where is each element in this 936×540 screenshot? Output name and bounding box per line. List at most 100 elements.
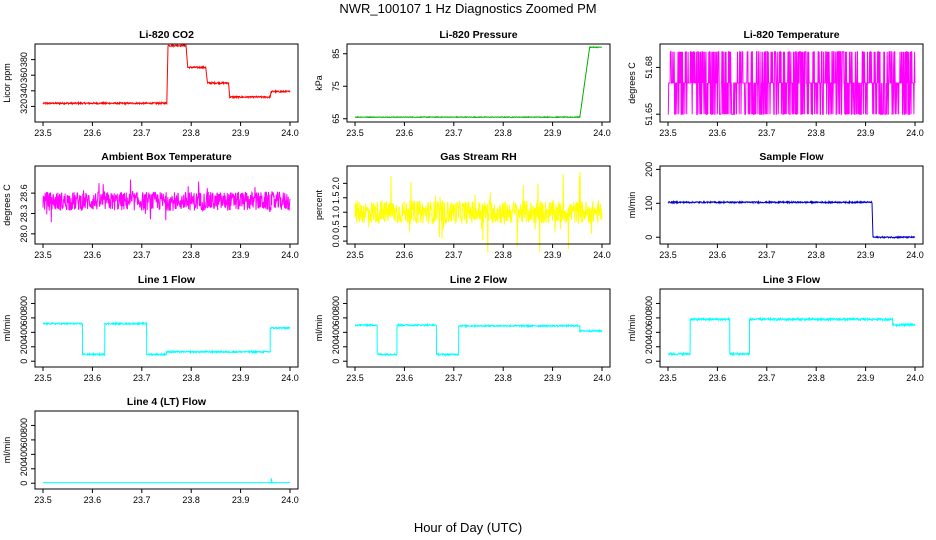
y-axis-label: ml/min	[2, 437, 12, 464]
x-tick-label: 23.8	[182, 128, 200, 138]
x-tick-label: 23.8	[494, 128, 512, 138]
plot-frame	[659, 288, 924, 368]
y-tick-label: 800	[331, 296, 341, 311]
panel-9: Line 3 Flow ml/min 23.5 23.6 23.7 23.8 23.9 24.…	[627, 274, 924, 383]
series-line	[42, 179, 291, 223]
x-tick-label: 23.6	[84, 495, 102, 505]
y-tick-label: 600	[331, 310, 341, 325]
y-tick-label: 400	[19, 447, 29, 462]
x-tick-label: 23.5	[659, 373, 677, 383]
series-line	[42, 321, 291, 357]
y-tick-label: 0	[19, 481, 29, 486]
series-line	[354, 171, 603, 253]
panel-8: Line 2 Flow ml/min 23.5 23.6 23.7 23.8 23.9 24.…	[314, 274, 611, 383]
plot-frame	[346, 165, 611, 245]
y-tick-label: 600	[19, 432, 29, 447]
y-axis-label: ml/min	[2, 315, 12, 342]
x-tick-label: 24.0	[281, 373, 299, 383]
x-tick-label: 23.8	[807, 373, 825, 383]
plot-frame	[34, 288, 299, 368]
x-tick-label: 23.5	[659, 128, 677, 138]
x-tick-label: 23.5	[34, 128, 52, 138]
x-tick-label: 23.8	[182, 250, 200, 260]
y-tick-label: 600	[644, 310, 654, 325]
x-tick-label: 23.9	[544, 250, 562, 260]
panel-5: Gas Stream RH percent 23.5 23.6 23.7 23.8 23.9…	[314, 151, 611, 260]
panel-title: Li-820 Temperature	[743, 29, 839, 41]
panel-title: Sample Flow	[759, 151, 824, 163]
y-tick-label: 380	[19, 52, 29, 67]
y-tick-label: 1.0	[331, 206, 341, 219]
y-tick-label: 320	[19, 99, 29, 114]
x-tick-label: 24.0	[906, 128, 924, 138]
plot-frame	[659, 43, 924, 123]
y-axis-label: degrees C	[627, 62, 637, 104]
x-tick-label: 23.8	[494, 373, 512, 383]
x-tick-label: 23.6	[84, 373, 102, 383]
x-tick-label: 23.5	[34, 373, 52, 383]
series-line	[42, 478, 291, 484]
y-tick-label: 340	[19, 83, 29, 98]
x-tick-label: 24.0	[281, 495, 299, 505]
x-tick-label: 23.5	[346, 128, 364, 138]
x-tick-label: 23.9	[232, 495, 250, 505]
x-tick-label: 23.9	[544, 128, 562, 138]
x-tick-label: 23.7	[758, 373, 776, 383]
x-tick-label: 23.8	[182, 373, 200, 383]
y-axis-label: degrees C	[2, 184, 12, 226]
x-tick-label: 24.0	[906, 250, 924, 260]
plot-frame	[346, 43, 611, 123]
y-tick-label: 28.0	[19, 225, 29, 243]
x-tick-label: 23.6	[84, 128, 102, 138]
plot-frame	[659, 165, 924, 245]
y-tick-label: 2.0	[331, 177, 341, 190]
x-tick-label: 23.7	[445, 373, 463, 383]
panel-title: Ambient Box Temperature	[101, 151, 232, 163]
y-tick-label: 0	[644, 359, 654, 364]
x-tick-label: 23.6	[396, 128, 414, 138]
x-tick-label: 23.7	[133, 250, 151, 260]
y-tick-label: 200	[19, 339, 29, 354]
y-tick-label: 0.0	[331, 235, 341, 248]
y-tick-label: 65	[331, 114, 341, 124]
x-tick-label: 23.9	[544, 373, 562, 383]
x-tick-label: 24.0	[593, 128, 611, 138]
x-tick-label: 23.7	[133, 495, 151, 505]
y-tick-label: 400	[19, 325, 29, 340]
y-tick-label: 28.6	[19, 184, 29, 202]
y-tick-label: 1.5	[331, 192, 341, 205]
x-tick-label: 23.7	[133, 128, 151, 138]
y-axis-label: Licor ppm	[2, 63, 12, 103]
y-axis-label: kPa	[314, 75, 324, 91]
plot-frame	[34, 43, 299, 123]
panel-10: Line 4 (LT) Flow ml/min 23.5 23.6 23.7 23.8 23…	[2, 396, 299, 505]
y-tick-label: 200	[331, 339, 341, 354]
y-tick-label: 0.5	[331, 220, 341, 233]
x-tick-label: 23.7	[758, 250, 776, 260]
y-tick-label: 200	[644, 339, 654, 354]
series-line	[354, 45, 603, 119]
x-tick-label: 23.5	[346, 250, 364, 260]
y-tick-label: 0	[331, 359, 341, 364]
panel-7: Line 1 Flow ml/min 23.5 23.6 23.7 23.8 23.9 24.…	[2, 274, 299, 383]
x-tick-label: 23.5	[34, 250, 52, 260]
x-tick-label: 23.9	[232, 128, 250, 138]
plot-frame	[346, 288, 611, 368]
figure-x-axis-label: Hour of Day (UTC)	[414, 520, 522, 535]
plot-frame	[34, 410, 299, 490]
x-tick-label: 23.8	[182, 495, 200, 505]
y-tick-label: 360	[19, 68, 29, 83]
x-tick-label: 23.8	[494, 250, 512, 260]
y-tick-label: 28.3	[19, 205, 29, 223]
x-tick-label: 24.0	[593, 373, 611, 383]
x-tick-label: 24.0	[281, 250, 299, 260]
series-line	[667, 316, 916, 357]
panel-title: Gas Stream RH	[440, 151, 516, 163]
x-tick-label: 23.6	[84, 250, 102, 260]
series-line	[667, 199, 916, 240]
x-tick-label: 23.7	[445, 128, 463, 138]
series-line	[42, 43, 291, 106]
x-tick-label: 23.7	[133, 373, 151, 383]
panel-title: Line 2 Flow	[450, 274, 508, 286]
panel-4: Ambient Box Temperature degrees C 23.5 23.6…	[2, 151, 299, 260]
